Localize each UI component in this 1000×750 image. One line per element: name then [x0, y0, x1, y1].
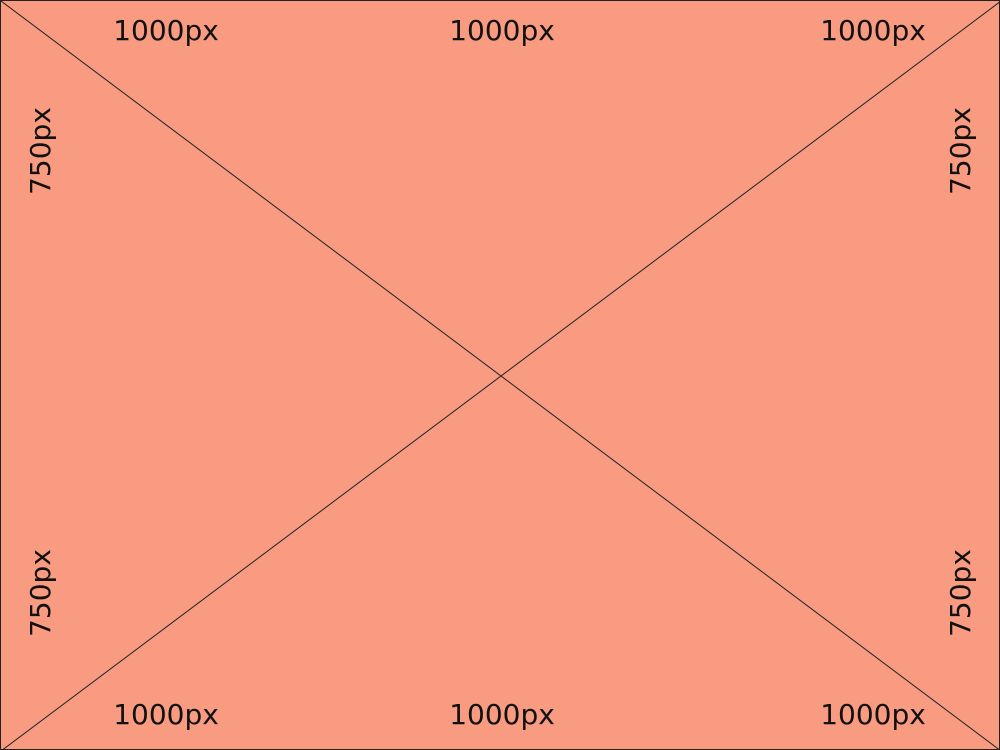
width-label-top-left: 1000px — [113, 14, 219, 47]
height-label-right-bottom: 750px — [944, 549, 977, 637]
width-label-bottom-left: 1000px — [113, 698, 219, 731]
height-label-right-top: 750px — [944, 107, 977, 195]
width-label-top-center: 1000px — [449, 14, 555, 47]
width-label-bottom-right: 1000px — [820, 698, 926, 731]
width-label-bottom-center: 1000px — [449, 698, 555, 731]
height-label-left-top: 750px — [24, 107, 57, 195]
width-label-top-right: 1000px — [820, 14, 926, 47]
height-label-left-bottom: 750px — [24, 549, 57, 637]
